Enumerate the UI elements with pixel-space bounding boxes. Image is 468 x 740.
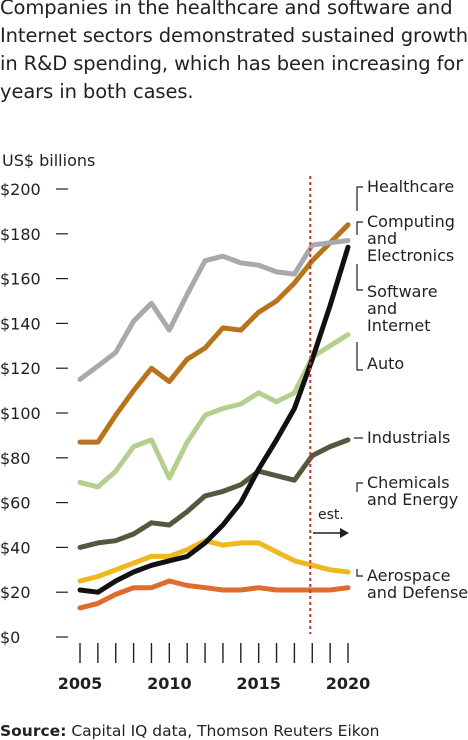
legend-leader-line: [356, 186, 363, 211]
legend-entry-software-and-internet: Software and Internet: [356, 264, 438, 335]
legend-label-line: Internet: [367, 316, 431, 335]
legend-label: Software and Internet: [367, 282, 438, 335]
series-line-chemicals-and-energy: [77, 538, 351, 584]
series-line-aerospace-and-defense: [77, 578, 351, 611]
y-tick-label: $100: [0, 404, 41, 423]
legend-label-line: Computing: [367, 212, 455, 231]
legend-label-line: Industrials: [367, 428, 450, 447]
legend-label: Computing and Electronics: [367, 212, 455, 265]
legend-label: Industrials: [367, 428, 450, 447]
estimate-arrow-head: [340, 528, 349, 538]
series-line-industrials: [77, 437, 351, 550]
legend-label: Auto: [367, 354, 404, 373]
estimate-label: est.: [318, 507, 344, 523]
legend-entry-auto: Auto: [356, 342, 404, 373]
legend-entry-industrials: Industrials: [354, 428, 450, 447]
y-tick-label: $80: [0, 449, 31, 468]
legend-label: Chemicals and Energy: [367, 473, 458, 509]
y-tick-label: $140: [0, 314, 41, 333]
y-tick-label: $40: [0, 538, 31, 557]
x-tick-label: 2005: [58, 674, 103, 693]
legend-leader-line: [356, 264, 363, 291]
legend-leader-line: [356, 569, 363, 577]
legend-label-line: and: [367, 299, 397, 318]
legend-label-line: Electronics: [367, 246, 454, 265]
y-axis-label: US$ billions: [2, 151, 95, 170]
series-line-auto: [77, 332, 351, 490]
series-line-healthcare: [77, 238, 351, 382]
y-tick-label: $120: [0, 359, 41, 378]
series-line-software-and-internet: [77, 244, 351, 595]
y-tick-label: $180: [0, 225, 41, 244]
estimate-marker: est.: [309, 176, 349, 634]
legend-leader-line: [356, 342, 363, 371]
legend-leader-line: [356, 482, 363, 492]
x-axis: 2005 2010 2015 2020: [58, 643, 371, 693]
legend-entry-aerospace-and-defense: Aerospace and Defense: [356, 566, 468, 602]
y-axis: $200 $180 $160 $140 $120 $100 $80 $60 $40 $20 $0: [0, 180, 68, 647]
source-text: Capital IQ data, Thomson Reuters Eikon: [71, 722, 380, 740]
legend-leader-line: [356, 221, 363, 235]
legend-label: Aerospace and Defense: [367, 566, 468, 602]
y-tick-label: $160: [0, 270, 41, 289]
legend-label-line: Software: [367, 282, 438, 301]
legend-label-line: and Defense: [367, 583, 468, 602]
x-tick-label: 2010: [147, 674, 192, 693]
y-tick-label: $200: [0, 180, 41, 199]
y-tick-label: $0: [0, 628, 20, 647]
legend-entry-healthcare: Healthcare: [356, 177, 454, 211]
y-tick-label: $60: [0, 494, 31, 513]
legend-label-line: Aerospace: [367, 566, 450, 585]
series-line-computing-and-electronics: [77, 222, 351, 445]
legend-label-line: and: [367, 229, 397, 248]
legend-label-line: Healthcare: [367, 177, 454, 196]
source-label: Source:: [0, 722, 67, 740]
legend-label: Healthcare: [367, 177, 454, 196]
x-tick-label: 2015: [236, 674, 281, 693]
legend-label-line: and Energy: [367, 490, 458, 509]
x-tick-label: 2020: [326, 674, 371, 693]
legend-label-line: Auto: [367, 354, 404, 373]
y-tick-label: $20: [0, 583, 31, 602]
chart-description: Companies in the healthcare and software…: [0, 0, 468, 103]
legend-entry-chemicals-and-energy: Chemicals and Energy: [356, 473, 458, 509]
legend-label-line: Chemicals: [367, 473, 450, 492]
plot-area: [77, 222, 351, 611]
legend-entry-computing-and-electronics: Computing and Electronics: [356, 212, 455, 265]
source-note: Source: Capital IQ data, Thomson Reuters…: [0, 722, 380, 740]
